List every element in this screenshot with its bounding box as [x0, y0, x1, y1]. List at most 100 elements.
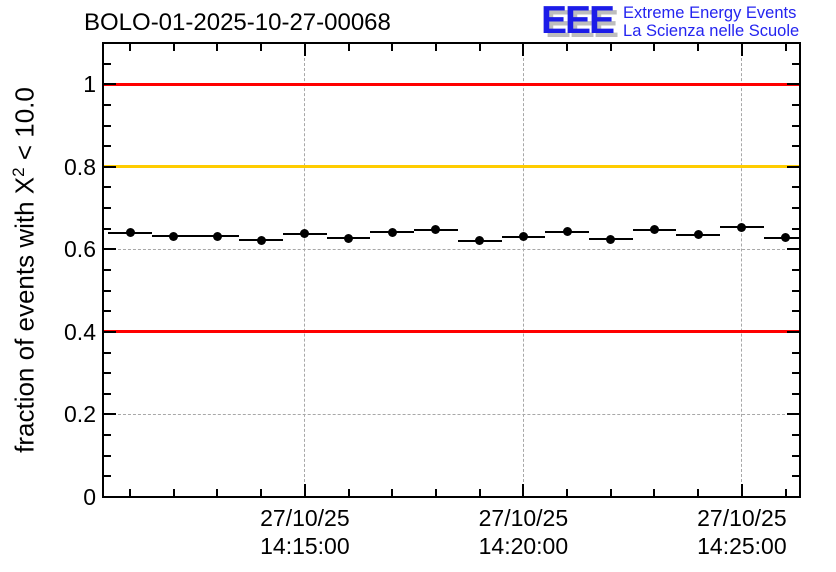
x-axis-tick — [697, 489, 700, 497]
y-axis-tick — [103, 145, 111, 148]
y-tick-label: 0.4 — [64, 318, 96, 345]
x-axis-tick — [784, 489, 787, 497]
data-point-marker — [212, 231, 222, 241]
y-axis-tick — [787, 165, 800, 168]
x-axis-tick — [784, 43, 787, 51]
y-axis-tick — [103, 454, 111, 457]
y-axis-tick — [103, 83, 116, 86]
plot-title: BOLO-01-2025-10-27-00068 — [84, 9, 391, 36]
y-axis-tick — [792, 43, 800, 44]
y-axis-tick — [103, 434, 111, 437]
y-axis-tick — [792, 392, 800, 395]
y-tick-label: 0 — [83, 484, 96, 510]
x-tick-label-date: 27/10/25 — [478, 505, 569, 531]
data-point-marker — [781, 233, 791, 243]
x-axis-tick — [216, 43, 219, 51]
y-axis-tick — [103, 124, 111, 127]
upper-red-threshold — [103, 82, 800, 86]
x-tick-label-time: 14:25:00 — [697, 533, 787, 559]
x-axis-tick — [347, 489, 350, 497]
x-axis-tick — [740, 484, 743, 497]
data-point-marker — [606, 234, 616, 244]
x-axis-tick — [478, 43, 481, 51]
y-axis-tick — [103, 248, 116, 251]
y-axis-tick — [792, 372, 800, 375]
y-axis-tick — [787, 413, 800, 416]
x-axis-tick — [740, 43, 743, 56]
data-point-marker — [431, 225, 441, 235]
x-axis-tick — [391, 489, 394, 497]
y-axis-tick — [792, 351, 800, 354]
y-gridline — [103, 413, 800, 415]
data-point-marker — [737, 222, 747, 232]
x-gridline — [741, 43, 743, 497]
eee-logo-letters: EEE — [541, 0, 615, 42]
x-axis-tick — [216, 489, 219, 497]
x-tick-label: 27/10/25 14:20:00 — [453, 504, 593, 560]
x-axis-tick — [697, 43, 700, 51]
data-point-marker — [649, 225, 659, 235]
data-point-marker — [256, 235, 266, 245]
y-axis-tick — [792, 454, 800, 457]
y-axis-tick — [792, 62, 800, 65]
x-axis-tick — [303, 484, 306, 497]
x-axis-tick — [303, 43, 306, 56]
data-point-marker — [169, 231, 179, 241]
y-axis-tick — [103, 310, 111, 313]
y-axis-tick — [103, 103, 111, 106]
x-axis-tick — [129, 489, 132, 497]
y-axis-tick — [792, 186, 800, 189]
eee-logo-text: Extreme Energy Events La Scienza nelle S… — [623, 4, 800, 40]
y-axis-tick — [787, 83, 800, 86]
x-axis-tick — [172, 489, 175, 497]
lower-red-threshold — [103, 330, 800, 334]
x-axis-tick — [653, 489, 656, 497]
y-axis-tick — [792, 227, 800, 230]
y-axis-tick — [792, 124, 800, 127]
y-axis-tick — [103, 392, 111, 395]
eee-logo-line2: La Scienza nelle Scuole — [623, 21, 800, 40]
data-point-marker — [518, 232, 528, 242]
x-tick-label-time: 14:20:00 — [478, 533, 569, 559]
y-axis-tick — [103, 269, 111, 271]
y-axis-tick — [103, 413, 116, 416]
x-gridline — [522, 43, 524, 497]
y-tick-label: 0.6 — [64, 236, 96, 263]
x-axis-tick — [260, 489, 263, 497]
y-axis-tick — [792, 269, 800, 271]
x-axis-tick — [478, 489, 481, 497]
x-tick-label-time: 14:15:00 — [260, 533, 350, 559]
x-axis-tick — [609, 43, 612, 51]
y-axis-tick — [103, 43, 111, 44]
y-axis-tick — [787, 248, 800, 251]
y-axis-tick — [792, 434, 800, 437]
eee-logo-line1: Extreme Energy Events — [623, 4, 797, 22]
data-point-marker — [562, 227, 572, 237]
y-axis-tick — [103, 330, 116, 333]
x-axis-tick — [129, 43, 132, 51]
y-axis-tick — [103, 227, 111, 230]
orange-warning-threshold — [103, 165, 800, 169]
x-tick-label-date: 27/10/25 — [697, 505, 787, 531]
y-axis-tick — [792, 289, 800, 292]
y-axis-tick — [103, 289, 111, 292]
x-axis-tick — [260, 43, 263, 51]
data-point-marker — [300, 229, 310, 239]
x-axis-tick — [434, 489, 437, 497]
data-point-marker — [475, 236, 485, 246]
x-axis-tick — [347, 43, 350, 51]
y-axis-title: fraction of events with X2 < 10.0 — [2, 43, 40, 497]
x-tick-label: 27/10/25 14:15:00 — [235, 504, 375, 560]
y-axis-tick — [103, 207, 111, 210]
x-axis-tick — [391, 43, 394, 51]
y-tick-label: 0.2 — [64, 401, 96, 428]
y-axis-tick — [787, 496, 800, 497]
y-axis-tick — [103, 165, 116, 168]
data-point-marker — [387, 227, 397, 237]
x-axis-tick — [609, 489, 612, 497]
x-axis-tick — [434, 43, 437, 51]
x-axis-tick — [566, 489, 569, 497]
y-gridline — [103, 248, 800, 250]
data-point-marker — [125, 228, 135, 238]
y-axis-tick — [103, 62, 111, 65]
